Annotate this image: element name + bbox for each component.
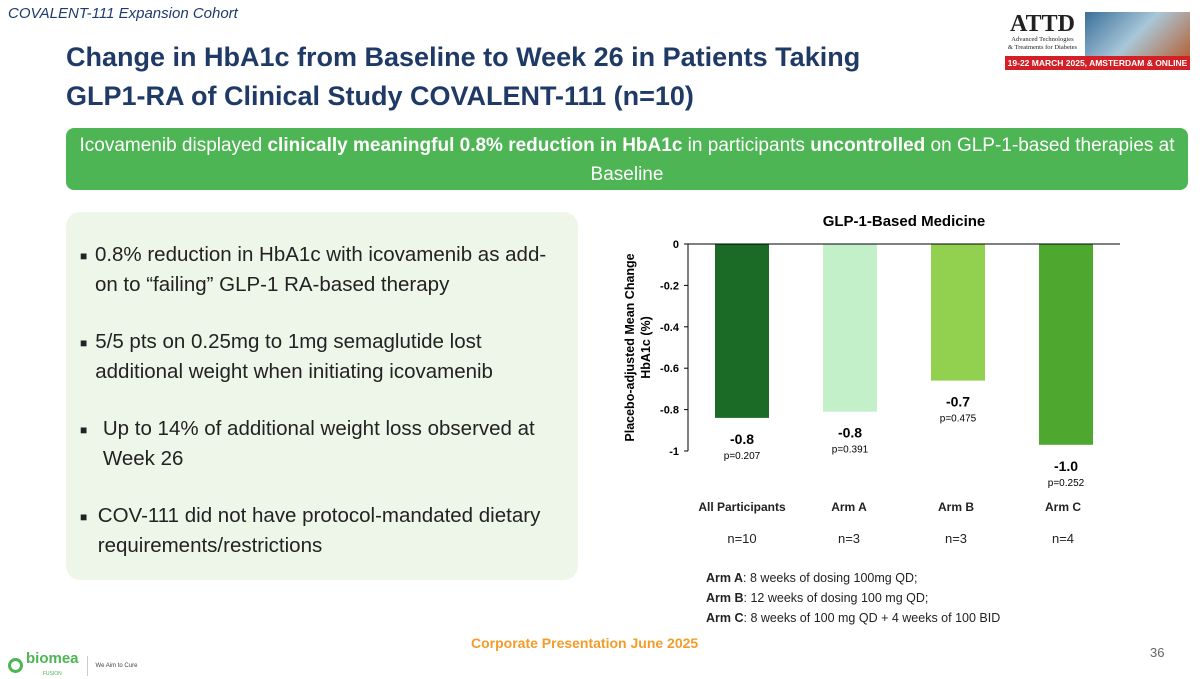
n-label: n=10 <box>727 531 757 546</box>
key-finding-banner: Icovamenib displayed clinically meaningf… <box>66 128 1188 190</box>
legend-item: Arm A: 8 weeks of dosing 100mg QD; <box>706 571 918 585</box>
category-label: Arm B <box>937 500 974 514</box>
attd-conference-logo: ATTD Advanced Technologies & Treatments … <box>1005 12 1190 70</box>
bullet-item: ■ 0.8% reduction in HbA1c with icovamenib… <box>80 243 547 296</box>
y-tick-label: -0.8 <box>660 405 679 417</box>
page-number: 36 <box>1150 645 1165 660</box>
biomea-circle-icon <box>8 658 23 673</box>
arm-legend: Arm A: 8 weeks of dosing 100mg QD; Arm B… <box>706 568 1000 628</box>
p-value-label: p=0.207 <box>724 451 761 462</box>
p-value-label: p=0.475 <box>940 414 977 425</box>
bar <box>715 244 769 418</box>
y-axis-label: Placebo-adjusted Mean Change HbA1c (%) <box>623 253 653 441</box>
category-label: Arm C <box>1044 500 1081 514</box>
chart-title: GLP-1-Based Medicine <box>823 213 986 230</box>
amsterdam-image <box>1085 12 1190 56</box>
data-label: -0.8 <box>838 425 862 441</box>
bar <box>823 244 877 412</box>
attd-logo-text: ATTD <box>1010 11 1075 37</box>
legend-item: Arm C: 8 weeks of 100 mg QD + 4 weeks of… <box>706 611 1001 625</box>
y-tick-label: -1 <box>669 446 679 458</box>
y-tick-label: 0 <box>673 239 679 251</box>
data-label: -0.7 <box>946 394 970 410</box>
y-tick-label: -0.2 <box>660 280 679 292</box>
bullet-item: ■ COV-111 did not have protocol-mandated … <box>80 504 541 557</box>
y-tick-label: -0.4 <box>660 322 680 334</box>
cohort-label: COVALENT-111 Expansion Cohort <box>8 5 238 22</box>
data-label: -0.8 <box>730 431 754 447</box>
hba1c-bar-chart: GLP-1-Based Medicine Placebo-adjusted Mea… <box>623 213 1120 489</box>
footer-text: Corporate Presentation June 2025 <box>471 635 699 651</box>
bar <box>1039 244 1093 445</box>
n-label: n=4 <box>1051 531 1075 546</box>
n-label: n=3 <box>837 531 861 546</box>
category-label: Arm A <box>831 500 867 514</box>
page-title: Change in HbA1c from Baseline to Week 26… <box>66 42 861 111</box>
category-label: All Participants <box>698 500 786 514</box>
biomea-logo: biomea FUSION We Aim to Cure <box>8 651 137 679</box>
bar <box>931 244 985 381</box>
p-value-label: p=0.391 <box>832 445 869 456</box>
bullet-item: ■ Up to 14% of additional weight loss obs… <box>80 417 535 470</box>
bullet-item: ■ 5/5 pts on 0.25mg to 1mg semaglutide lo… <box>80 330 493 383</box>
n-label: n=3 <box>944 531 968 546</box>
bullet-panel: ■ 0.8% reduction in HbA1c with icovamenib… <box>66 212 578 580</box>
data-label: -1.0 <box>1054 458 1078 474</box>
y-tick-label: -0.6 <box>660 363 679 375</box>
legend-item: Arm B: 12 weeks of dosing 100 mg QD; <box>706 591 929 605</box>
p-value-label: p=0.252 <box>1048 478 1085 489</box>
